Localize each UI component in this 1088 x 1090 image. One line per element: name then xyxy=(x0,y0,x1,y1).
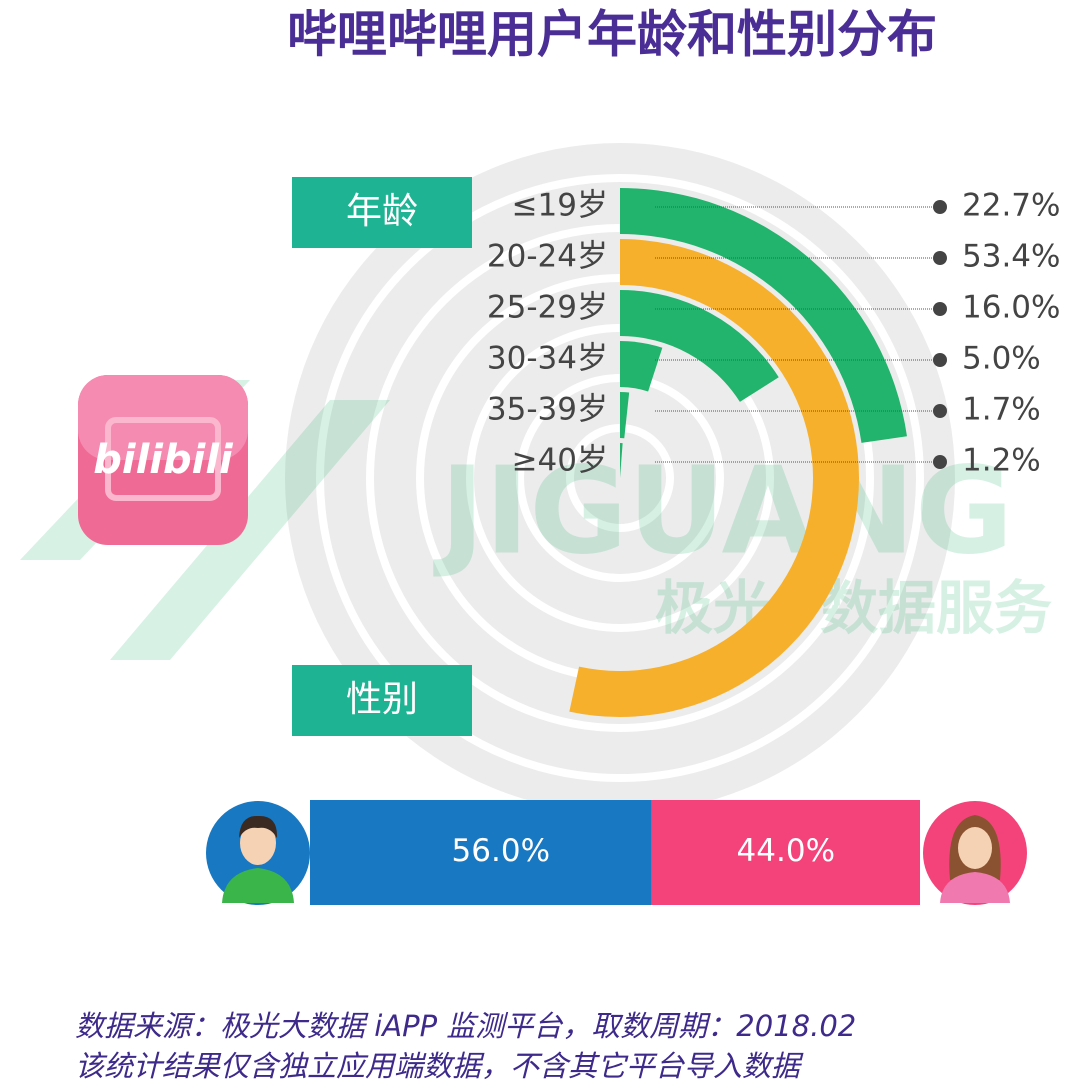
category-label: 25-29岁 xyxy=(487,290,608,326)
male-avatar xyxy=(206,801,310,905)
section-label-box xyxy=(292,177,472,248)
value-label: 22.7% xyxy=(962,188,1060,224)
logo-text: bilibili xyxy=(93,437,234,483)
value-label: 44.0% xyxy=(737,833,835,869)
note: 数据来源：极光大数据 iAPP 监测平台，取数周期：2018.02 xyxy=(75,1009,856,1043)
arc-bar xyxy=(620,341,663,392)
value-label: 1.2% xyxy=(962,443,1041,479)
value-label: 16.0% xyxy=(962,290,1060,326)
leader-dot xyxy=(933,455,947,469)
plot: ≤19岁 22.7% 20-24岁 53.4% 25-29岁 16.0% 30-34岁 5.0… xyxy=(310,188,1060,905)
section-label-box xyxy=(292,665,472,736)
section-label: 年龄 xyxy=(346,191,418,232)
category-label: 20-24岁 xyxy=(487,239,608,275)
value-label: 53.4% xyxy=(962,239,1060,275)
watermark: JIGUANG 极光 数据服务 xyxy=(20,380,1052,660)
leader-dot xyxy=(933,404,947,418)
watermark-text: JIGUANG xyxy=(433,443,1013,582)
category-label: ≤19岁 xyxy=(512,188,608,224)
female-avatar xyxy=(923,801,1027,905)
title: 哔哩哔哩用户年龄和性别分布 xyxy=(287,6,937,64)
watermark-text: 数据服务 xyxy=(820,574,1052,642)
arc-bar xyxy=(620,188,907,443)
category-label: 35-39岁 xyxy=(487,392,608,428)
leader-dot xyxy=(933,200,947,214)
arc-bar xyxy=(620,392,630,439)
leader-dot xyxy=(933,302,947,316)
category-label: ≥40岁 xyxy=(512,443,608,479)
logo: bilibili xyxy=(78,375,248,545)
arc-bar xyxy=(620,290,779,402)
bar-segment xyxy=(651,800,920,905)
value-label: 5.0% xyxy=(962,341,1041,377)
bar-segment xyxy=(310,800,652,905)
leader-dot xyxy=(933,353,947,367)
section-label: 性别 xyxy=(346,679,418,720)
arc-bar xyxy=(569,239,860,718)
leader-dot xyxy=(933,251,947,265)
note: 该统计结果仅含独立应用端数据，不含其它平台导入数据 xyxy=(75,1049,804,1083)
category-label: 30-34岁 xyxy=(487,341,608,377)
value-label: 56.0% xyxy=(452,833,550,869)
arc-bar xyxy=(620,443,623,478)
value-label: 1.7% xyxy=(962,392,1041,428)
